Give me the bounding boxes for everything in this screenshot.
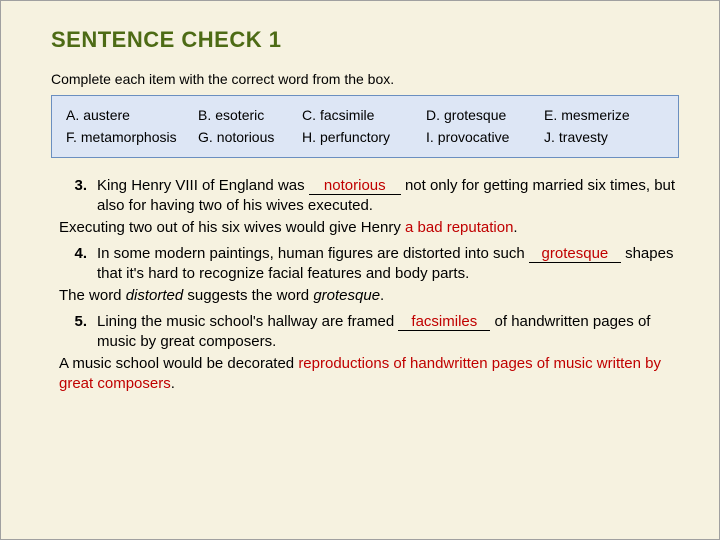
item-4-num: 4. (59, 244, 97, 285)
page-title: SENTENCE CHECK 1 (51, 27, 679, 53)
word-box: A.austere B.esoteric C.facsimile D.grote… (51, 95, 679, 158)
word-b: B.esoteric (198, 104, 302, 126)
item-5-question: 5. Lining the music school's hallway are… (59, 312, 679, 353)
word-c: C.facsimile (302, 104, 426, 126)
item-5-answer: facsimiles (411, 313, 477, 330)
item-4-question: 4. In some modern paintings, human figur… (59, 244, 679, 285)
item-3-answer: notorious (324, 177, 386, 194)
item-5-explain: A music school would be decorated reprod… (59, 354, 679, 393)
word-j: J.travesty (544, 126, 654, 148)
item-3-text: King Henry VIII of England was notorious… (97, 176, 679, 217)
word-d: D.grotesque (426, 104, 544, 126)
item-5-blank: facsimiles (398, 314, 490, 331)
word-i: I.provocative (426, 126, 544, 148)
word-row-2: F.metamorphosis G.notorious H.perfunctor… (66, 126, 664, 148)
page-container: SENTENCE CHECK 1 Complete each item with… (0, 0, 720, 540)
item-5: 5. Lining the music school's hallway are… (59, 312, 679, 394)
item-3: 3. King Henry VIII of England was notori… (59, 176, 679, 238)
item-4: 4. In some modern paintings, human figur… (59, 244, 679, 306)
instruction-text: Complete each item with the correct word… (51, 71, 679, 87)
word-a: A.austere (66, 104, 198, 126)
item-4-text: In some modern paintings, human figures … (97, 244, 679, 285)
item-3-question: 3. King Henry VIII of England was notori… (59, 176, 679, 217)
item-5-num: 5. (59, 312, 97, 353)
word-row-1: A.austere B.esoteric C.facsimile D.grote… (66, 104, 664, 126)
word-h: H.perfunctory (302, 126, 426, 148)
item-3-explain: Executing two out of his six wives would… (59, 218, 679, 238)
word-f: F.metamorphosis (66, 126, 198, 148)
item-5-text: Lining the music school's hallway are fr… (97, 312, 679, 353)
item-4-blank: grotesque (529, 246, 621, 263)
items-list: 3. King Henry VIII of England was notori… (51, 176, 679, 394)
item-3-num: 3. (59, 176, 97, 217)
item-4-explain: The word distorted suggests the word gro… (59, 286, 679, 306)
item-4-answer: grotesque (542, 245, 609, 262)
word-g: G.notorious (198, 126, 302, 148)
item-3-blank: notorious (309, 178, 401, 195)
word-e: E.mesmerize (544, 104, 654, 126)
